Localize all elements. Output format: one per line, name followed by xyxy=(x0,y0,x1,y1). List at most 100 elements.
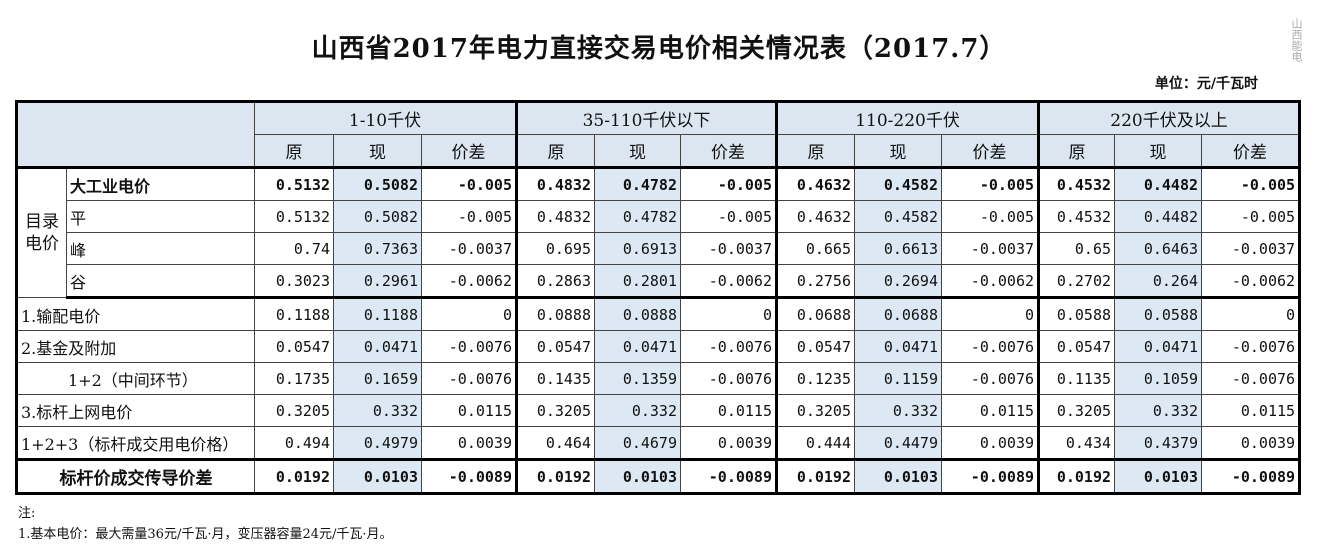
sub-header: 原 xyxy=(516,134,595,168)
value-cell: -0.005 xyxy=(421,200,518,233)
sub-header: 价差 xyxy=(940,134,1041,168)
value-cell: -0.0076 xyxy=(1201,330,1301,363)
sub-header: 现 xyxy=(594,134,681,168)
value-cell: 0.1188 xyxy=(254,297,334,331)
value-cell: 0.2801 xyxy=(594,264,681,299)
value-cell: 0.0115 xyxy=(940,394,1041,427)
value-cell: 0.0115 xyxy=(421,394,518,427)
value-cell: 0.0103 xyxy=(1114,458,1203,494)
row-label: 1.输配电价 xyxy=(16,297,255,331)
group-header: 110-220千伏 xyxy=(775,101,1041,135)
value-cell: 0.0688 xyxy=(854,297,942,331)
value-cell: 0.5132 xyxy=(254,200,334,233)
value-cell: 0.0888 xyxy=(594,297,681,331)
unit: 单位：元/千瓦时 xyxy=(1154,76,1258,92)
value-cell: -0.0076 xyxy=(940,362,1041,395)
value-cell: 0.1059 xyxy=(1114,362,1203,395)
value-cell: 0.0471 xyxy=(854,330,942,363)
notes: 注: 1.基本电价：最大需量36元/千瓦·月，变压器容量24元/千瓦·月。 xyxy=(18,503,393,545)
value-cell: -0.0037 xyxy=(680,232,778,265)
value-cell: -0.0076 xyxy=(940,330,1041,363)
value-cell: 0.2694 xyxy=(854,264,942,299)
value-cell: 0.4782 xyxy=(594,166,681,201)
row-label: 平 xyxy=(66,200,255,233)
value-cell: -0.0089 xyxy=(1201,458,1301,494)
table-row: 1-10千伏 35-110千伏以下 110-220千伏 220千伏及以上 xyxy=(16,101,1301,168)
value-cell: 0.4532 xyxy=(1038,166,1116,201)
row-label: 1+2（中间环节） xyxy=(16,362,255,395)
value-cell: 0.1188 xyxy=(333,297,422,331)
value-cell: 0.3205 xyxy=(776,394,855,427)
group-header: 1-10千伏 xyxy=(254,101,518,135)
value-cell: 0.0588 xyxy=(1114,297,1203,331)
sub-header: 价差 xyxy=(1201,134,1301,168)
value-cell: 0.0688 xyxy=(776,297,855,331)
value-cell: 0.65 xyxy=(1038,232,1116,265)
value-cell: 0.0115 xyxy=(680,394,778,427)
value-cell: 0.3205 xyxy=(1038,394,1116,427)
value-cell: -0.005 xyxy=(421,166,518,201)
value-cell: 0.264 xyxy=(1114,264,1203,299)
value-cell: -0.0037 xyxy=(1201,232,1301,265)
sub-header: 价差 xyxy=(421,134,518,168)
value-cell: 0.4482 xyxy=(1114,200,1203,233)
value-cell: -0.0037 xyxy=(940,232,1041,265)
value-cell: 0.494 xyxy=(254,426,334,460)
value-cell: 0.1359 xyxy=(594,362,681,395)
value-cell: 0.0547 xyxy=(254,330,334,363)
row-label: 大工业电价 xyxy=(66,166,255,201)
value-cell: 0.3205 xyxy=(254,394,334,427)
value-cell: -0.0089 xyxy=(940,458,1041,494)
value-cell: 0.6913 xyxy=(594,232,681,265)
value-cell: -0.005 xyxy=(680,166,778,201)
corner-cell xyxy=(16,101,255,168)
value-cell: 0.0547 xyxy=(1038,330,1116,363)
value-cell: 0.2961 xyxy=(333,264,422,299)
value-cell: 0.1135 xyxy=(1038,362,1116,395)
table-row: 3.标杆上网电价 0.3205 0.332 0.0115 0.3205 0.332 0.01… xyxy=(16,394,1301,427)
value-cell: 0.2756 xyxy=(776,264,855,299)
value-cell: -0.0089 xyxy=(421,458,518,494)
value-cell: -0.0062 xyxy=(940,264,1041,299)
value-cell: 0.0039 xyxy=(680,426,778,460)
row-label: 谷 xyxy=(66,264,255,299)
sub-header: 原 xyxy=(254,134,334,168)
value-cell: 0.5132 xyxy=(254,166,334,201)
value-cell: 0.332 xyxy=(333,394,422,427)
value-cell: 0.0888 xyxy=(516,297,595,331)
value-cell: 0.4582 xyxy=(854,166,942,201)
value-cell: -0.005 xyxy=(680,200,778,233)
value-cell: -0.0076 xyxy=(680,330,778,363)
value-cell: -0.0062 xyxy=(421,264,518,299)
value-cell: 0.0471 xyxy=(594,330,681,363)
value-cell: 0.4632 xyxy=(776,166,855,201)
value-cell: 0 xyxy=(1201,297,1301,331)
value-cell: 0.0039 xyxy=(421,426,518,460)
value-cell: 0.4832 xyxy=(516,200,595,233)
table-row: 谷 0.3023 0.2961 -0.0062 0.2863 0.2801 -0.0062 0… xyxy=(17,264,1301,299)
sub-header: 现 xyxy=(333,134,422,168)
value-cell: 0.665 xyxy=(776,232,855,265)
table-row: 1+2（中间环节） 0.1735 0.1659 -0.0076 0.1435 0.1359… xyxy=(16,362,1301,395)
sub-header: 价差 xyxy=(680,134,778,168)
value-cell: 0.0103 xyxy=(594,458,681,494)
value-cell: 0.4482 xyxy=(1114,166,1203,201)
value-cell: 0.0192 xyxy=(254,458,334,494)
table-row: 2.基金及附加 0.0547 0.0471 -0.0076 0.0547 0.0471 -0… xyxy=(16,330,1301,363)
value-cell: -0.0062 xyxy=(680,264,778,299)
value-cell: -0.0076 xyxy=(680,362,778,395)
sub-header: 现 xyxy=(1114,134,1203,168)
value-cell: 0 xyxy=(680,297,778,331)
table-row: 1.输配电价 0.1188 0.1188 0 0.0888 0.0888 0 0.0688 0.… xyxy=(16,297,1301,331)
value-cell: 0.0192 xyxy=(1038,458,1116,494)
table-row: 峰 0.74 0.7363 -0.0037 0.695 0.6913 -0.0037 0.66… xyxy=(17,232,1301,265)
sub-header: 现 xyxy=(854,134,942,168)
value-cell: -0.005 xyxy=(1201,166,1301,201)
sub-header: 原 xyxy=(776,134,855,168)
value-cell: 0.0115 xyxy=(1201,394,1301,427)
row-label: 1+2+3（标杆成交用电价格） xyxy=(16,426,255,460)
value-cell: 0.695 xyxy=(516,232,595,265)
group-header: 35-110千伏以下 xyxy=(516,101,778,135)
value-cell: -0.005 xyxy=(1201,200,1301,233)
